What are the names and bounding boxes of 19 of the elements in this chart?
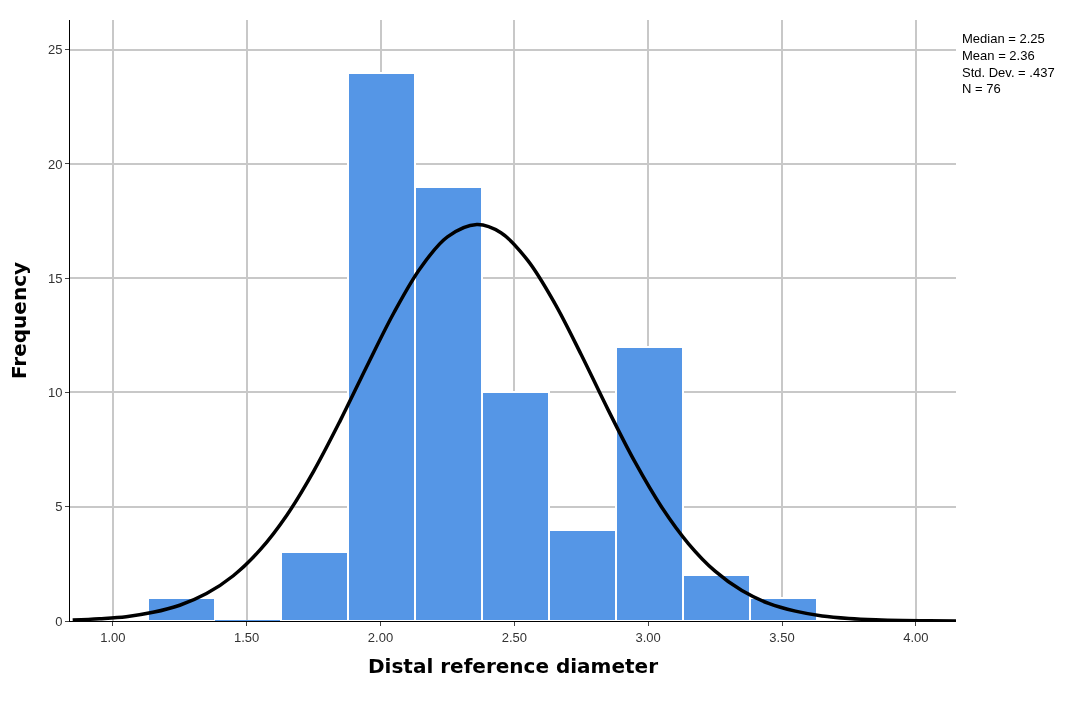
x-axis-title: Distal reference diameter (367, 654, 659, 679)
x-tick-label: 3.50 (769, 629, 795, 645)
text: Std. Dev. = .437 (962, 65, 1055, 80)
y-tick-label: 15 (47, 270, 63, 286)
y-tick-label: 10 (47, 385, 63, 401)
y-tick-label: 0 (55, 613, 63, 629)
x-tick-label: 3.00 (635, 629, 661, 645)
y-tick-label: 5 (55, 499, 63, 515)
text: Median = 2.25 (962, 31, 1045, 46)
y-tick-label: 25 (47, 42, 63, 58)
x-tick-label: 1.50 (234, 629, 260, 645)
x-tick-label: 2.50 (501, 629, 527, 645)
x-tick-label: 4.00 (903, 629, 929, 645)
x-tick-label: 2.00 (367, 629, 394, 645)
x-tick-label: 1.00 (100, 629, 126, 645)
y-tick-label: 20 (47, 156, 63, 172)
text: N = 76 (962, 81, 1001, 96)
y-axis-title: Frequency (7, 261, 32, 380)
text: Mean = 2.36 (962, 48, 1035, 63)
